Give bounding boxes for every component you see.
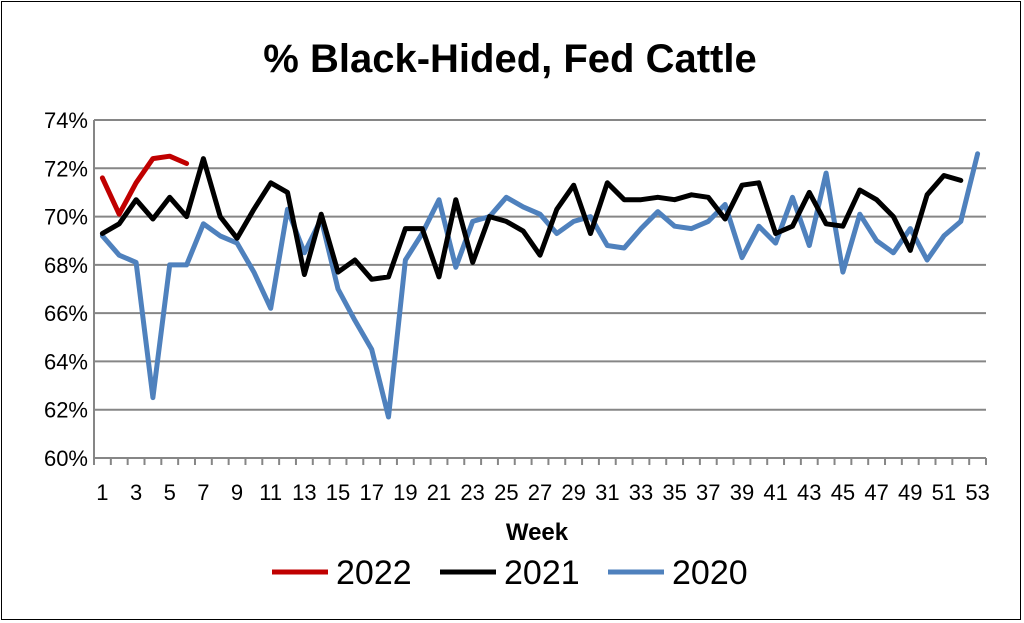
y-tick-label: 68% (44, 253, 88, 278)
x-tick-label: 45 (831, 480, 855, 505)
x-axis (93, 120, 987, 465)
x-tick-label: 47 (864, 480, 888, 505)
x-tick-label: 51 (932, 480, 956, 505)
series-line-2021 (99, 156, 964, 282)
gridlines (94, 119, 986, 459)
series-lines (99, 151, 981, 420)
x-tick-label: 11 (259, 480, 282, 505)
x-tick-label: 9 (231, 480, 243, 505)
y-axis-tick-labels: 60% 62% 64% 66% 68% 70% 72% 74% (44, 108, 88, 471)
x-tick-label: 39 (730, 480, 754, 505)
x-tick-label: 25 (494, 480, 518, 505)
y-tick-label: 64% (44, 349, 88, 374)
x-axis-title: Week (506, 519, 569, 546)
y-tick-label: 60% (44, 446, 88, 471)
x-tick-label: 17 (359, 480, 383, 505)
x-tick-label: 1 (96, 480, 108, 505)
legend-label-2022: 2022 (336, 554, 412, 592)
x-tick-label: 43 (797, 480, 821, 505)
x-tick-label: 5 (164, 480, 176, 505)
x-tick-label: 37 (696, 480, 720, 505)
x-tick-label: 3 (130, 480, 142, 505)
x-tick-label: 33 (629, 480, 653, 505)
x-tick-label: 53 (965, 480, 989, 505)
y-tick-label: 70% (44, 205, 88, 230)
y-tick-label: 66% (44, 301, 88, 326)
x-tick-label: 41 (763, 480, 787, 505)
x-tick-label: 29 (561, 480, 585, 505)
legend-label-2020: 2020 (672, 554, 748, 592)
x-tick-label: 13 (292, 480, 316, 505)
series-line-2022 (99, 153, 190, 217)
x-tick-label: 7 (197, 480, 209, 505)
x-tick-label: 15 (326, 480, 350, 505)
x-tick-label: 23 (460, 480, 484, 505)
x-tick-label: 31 (595, 480, 619, 505)
x-axis-tick-labels: 1 3 5 7 9 11 13 15 17 19 21 23 25 27 29 31 33 35 37 39 41 43 4… (96, 480, 990, 505)
y-tick-label: 72% (44, 156, 88, 181)
legend-label-2021: 2021 (504, 554, 580, 592)
y-tick-label: 62% (44, 398, 88, 423)
x-tick-label: 19 (393, 480, 417, 505)
x-tick-label: 35 (662, 480, 686, 505)
x-tick-label: 27 (528, 480, 552, 505)
x-tick-label: 49 (898, 480, 922, 505)
series-line-2020 (99, 151, 981, 420)
x-tick-label: 21 (427, 480, 451, 505)
legend: 2022 2021 2020 (272, 554, 748, 592)
chart-title: % Black-Hided, Fed Cattle (263, 37, 756, 81)
y-tick-label: 74% (44, 108, 88, 133)
